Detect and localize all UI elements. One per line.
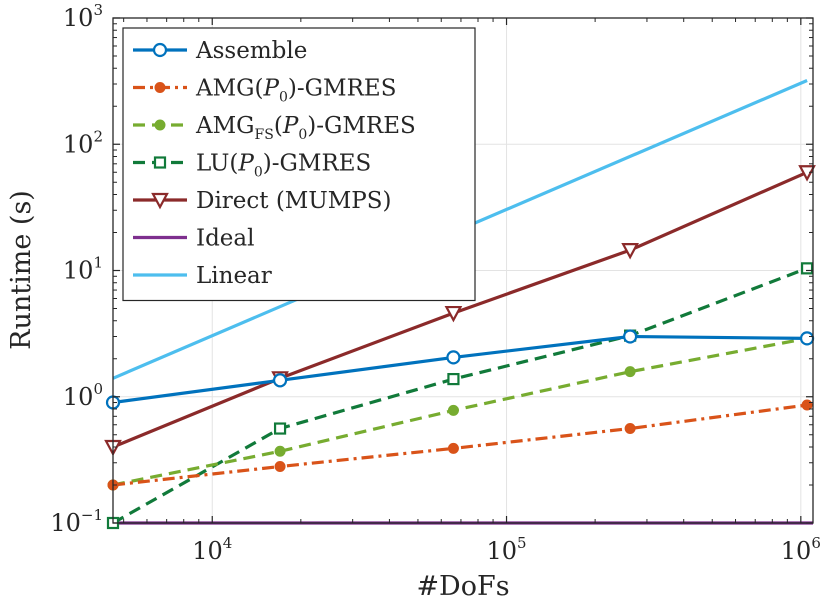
legend-label: AMGFS(P0)-GMRES <box>195 113 416 143</box>
x-axis-label: #DoFs <box>416 571 509 602</box>
x-tick-label: 104 <box>192 534 232 565</box>
legend-label: LU(P0)-GMRES <box>196 151 371 181</box>
legend: Assemble AMG(P0)-GMRES AMGFS(P0)-GMRES LU(P… <box>122 27 476 302</box>
y-tick-label: 100 <box>63 380 103 411</box>
legend-marker <box>154 119 166 131</box>
legend-label: Direct (MUMPS) <box>196 188 392 214</box>
legend-label: Ideal <box>196 226 255 252</box>
data-point-assemble <box>799 331 815 346</box>
legend-box <box>122 27 476 302</box>
y-tick-label: 103 <box>63 1 103 32</box>
x-tick-label: 106 <box>781 534 821 565</box>
legend-label: Assemble <box>195 38 307 64</box>
legend-entry-lu: LU(P0)-GMRES <box>133 151 371 181</box>
axis-ticks <box>113 17 813 524</box>
legend-entry-assemble: Assemble <box>133 38 307 64</box>
data-point-direct <box>621 243 639 260</box>
y-tick-label: 102 <box>63 127 103 158</box>
data-point-amg <box>274 461 286 473</box>
data-point-amg <box>624 423 636 435</box>
y-axis-label: Runtime (s) <box>6 190 37 350</box>
data-point-amgfs <box>274 445 286 457</box>
legend-label: AMG(P0)-GMRES <box>195 76 396 106</box>
data-point-assemble <box>623 329 638 344</box>
data-point-assemble <box>272 373 288 388</box>
y-tick-label: 10−1 <box>50 506 103 537</box>
y-tick-label: 101 <box>63 254 103 285</box>
legend-marker <box>154 82 166 93</box>
legend-marker <box>152 42 168 58</box>
data-point-amgfs <box>447 404 459 416</box>
x-tick-label: 105 <box>486 534 526 565</box>
legend-entry-amgfs: AMGFS(P0)-GMRES <box>133 113 416 143</box>
legend-entry-linear: Linear <box>133 263 272 289</box>
data-point-assemble <box>446 350 461 365</box>
axis-tick-labels: 104 105 106 10−1 100 101 102 103 <box>50 1 821 565</box>
legend-marker <box>153 156 167 169</box>
data-point-direct <box>444 305 463 323</box>
data-point-lu <box>447 372 460 386</box>
legend-label: Linear <box>196 263 272 289</box>
legend-entry-direct: Direct (MUMPS) <box>133 188 392 214</box>
data-point-lu <box>273 422 287 435</box>
data-point-lu <box>800 262 814 275</box>
legend-entry-ideal: Ideal <box>133 226 255 252</box>
data-point-amg <box>447 442 459 454</box>
legend-marker <box>151 192 169 210</box>
legend-entry-amg: AMG(P0)-GMRES <box>133 76 396 106</box>
data-point-amgfs <box>624 366 636 378</box>
